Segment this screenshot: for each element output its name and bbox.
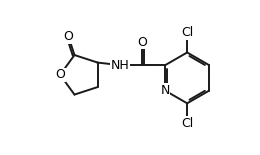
Text: N: N: [160, 84, 170, 97]
Text: Cl: Cl: [181, 26, 193, 39]
Text: Cl: Cl: [181, 117, 193, 130]
Text: O: O: [55, 68, 65, 81]
Text: NH: NH: [111, 59, 130, 72]
Text: O: O: [137, 36, 147, 49]
Text: O: O: [64, 30, 74, 43]
